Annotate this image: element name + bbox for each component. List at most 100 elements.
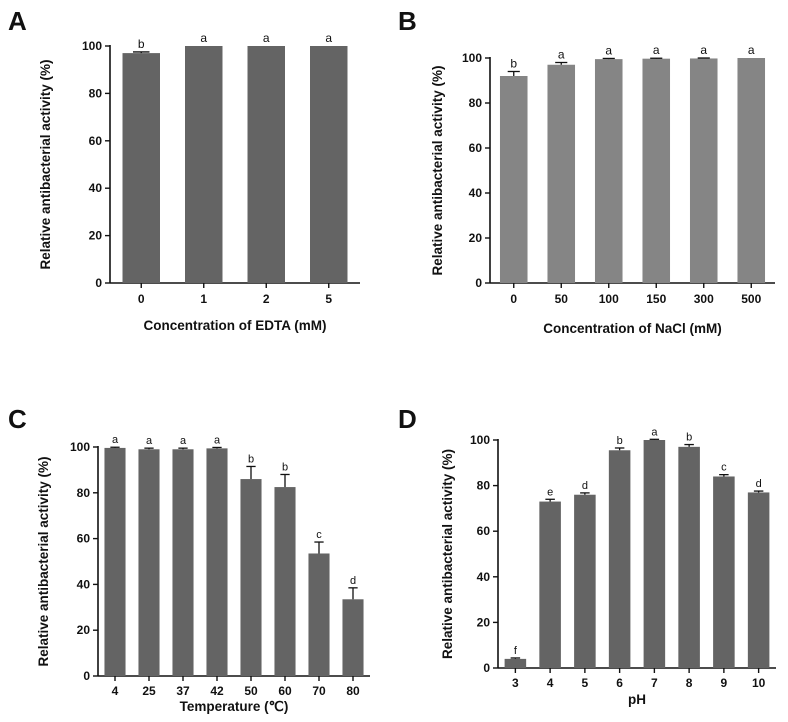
y-tick-label: 60 <box>469 141 483 155</box>
bar <box>342 599 364 676</box>
bar <box>247 46 285 283</box>
x-tick-label: 37 <box>176 684 190 698</box>
significance-label: f <box>514 645 518 657</box>
bar <box>172 449 194 676</box>
y-tick-label: 100 <box>462 51 482 65</box>
bar <box>206 448 228 676</box>
x-tick-label: 7 <box>651 676 658 690</box>
y-axis-title: Relative antibacterial activity (%) <box>36 456 51 666</box>
panel-c: C 0 20 40 60 80 100 Relative antibacterial acti… <box>8 404 370 714</box>
bar <box>104 447 126 676</box>
y-tick-label: 0 <box>475 276 482 290</box>
x-axis-title: Concentration of NaCl (mM) <box>543 321 722 336</box>
bar <box>308 553 330 676</box>
significance-label: b <box>248 453 254 465</box>
x-tick-label: 50 <box>244 684 258 698</box>
y-tick-label: 40 <box>477 570 491 584</box>
y-tick-label: 100 <box>82 39 102 53</box>
significance-label: a <box>180 435 187 447</box>
y-tick-label: 40 <box>77 577 91 591</box>
x-tick-label: 5 <box>325 292 332 306</box>
significance-label: a <box>200 31 207 45</box>
x-axis-title: Temperature (℃) <box>180 699 289 714</box>
bar <box>608 450 631 668</box>
significance-label: a <box>700 43 707 57</box>
panel-d: D 0 20 40 60 80 100 Relative antibacterial acti… <box>398 404 776 707</box>
bar <box>504 658 527 668</box>
y-tick-label: 80 <box>77 486 91 500</box>
x-tick-label: 6 <box>616 676 623 690</box>
significance-label: d <box>582 480 588 492</box>
x-tick-label: 80 <box>346 684 360 698</box>
significance-label: a <box>325 31 332 45</box>
bar <box>678 446 700 668</box>
significance-label: d <box>756 478 762 490</box>
bar <box>274 487 296 676</box>
x-axis-title: Concentration of EDTA (mM) <box>144 318 327 333</box>
significance-label: c <box>721 462 727 474</box>
y-tick-label: 20 <box>89 229 103 243</box>
bar <box>499 76 528 283</box>
significance-label: a <box>605 43 612 57</box>
x-tick-label: 25 <box>142 684 156 698</box>
y-tick-label: 60 <box>477 524 491 538</box>
significance-label: a <box>558 48 565 62</box>
bar <box>737 58 766 283</box>
x-tick-label: 150 <box>646 292 666 306</box>
significance-label: d <box>350 575 356 587</box>
y-tick-label: 60 <box>77 532 91 546</box>
bar <box>240 479 262 676</box>
x-tick-label: 0 <box>138 292 145 306</box>
x-tick-label: 1 <box>200 292 207 306</box>
bar <box>594 59 623 283</box>
bar <box>310 46 348 283</box>
x-tick-label: 5 <box>582 676 589 690</box>
x-tick-label: 70 <box>312 684 326 698</box>
significance-label: b <box>617 435 623 447</box>
significance-label: e <box>547 486 553 498</box>
bar <box>122 53 160 283</box>
y-tick-label: 60 <box>89 134 103 148</box>
significance-label: a <box>146 435 153 447</box>
significance-label: a <box>653 43 660 57</box>
bar <box>539 501 561 668</box>
bar <box>747 492 770 668</box>
y-tick-label: 20 <box>477 615 491 629</box>
y-tick-label: 40 <box>469 186 483 200</box>
panel-letter: B <box>398 6 417 36</box>
bar <box>138 449 160 676</box>
y-tick-label: 80 <box>477 479 491 493</box>
significance-label: a <box>263 31 270 45</box>
x-tick-label: 2 <box>263 292 270 306</box>
significance-label: b <box>282 461 288 473</box>
bar <box>642 58 671 283</box>
panel-letter: C <box>8 404 27 434</box>
x-tick-label: 4 <box>547 676 554 690</box>
x-tick-label: 10 <box>752 676 766 690</box>
significance-label: b <box>510 57 517 71</box>
significance-label: a <box>748 43 755 57</box>
significance-label: c <box>316 529 322 541</box>
significance-label: b <box>138 37 145 51</box>
bar <box>185 46 223 283</box>
y-tick-label: 100 <box>70 440 90 454</box>
significance-label: a <box>214 434 221 446</box>
y-axis-title: Relative antibacterial activity (%) <box>430 65 445 275</box>
x-tick-label: 4 <box>112 684 119 698</box>
y-tick-label: 80 <box>89 86 103 100</box>
panel-b: B 0 20 40 60 80 100 Relative antibacterial acti… <box>398 6 775 336</box>
y-tick-label: 0 <box>483 661 490 675</box>
x-tick-label: 300 <box>694 292 714 306</box>
y-axis-title: Relative antibacterial activity (%) <box>38 59 53 269</box>
significance-label: a <box>651 426 658 438</box>
y-tick-label: 100 <box>470 433 490 447</box>
x-axis-title: pH <box>628 692 646 707</box>
y-tick-label: 40 <box>89 181 103 195</box>
y-tick-label: 20 <box>469 231 483 245</box>
bar <box>547 64 576 283</box>
y-tick-label: 0 <box>83 669 90 683</box>
y-axis-title: Relative antibacterial activity (%) <box>440 449 455 659</box>
x-tick-label: 8 <box>686 676 693 690</box>
